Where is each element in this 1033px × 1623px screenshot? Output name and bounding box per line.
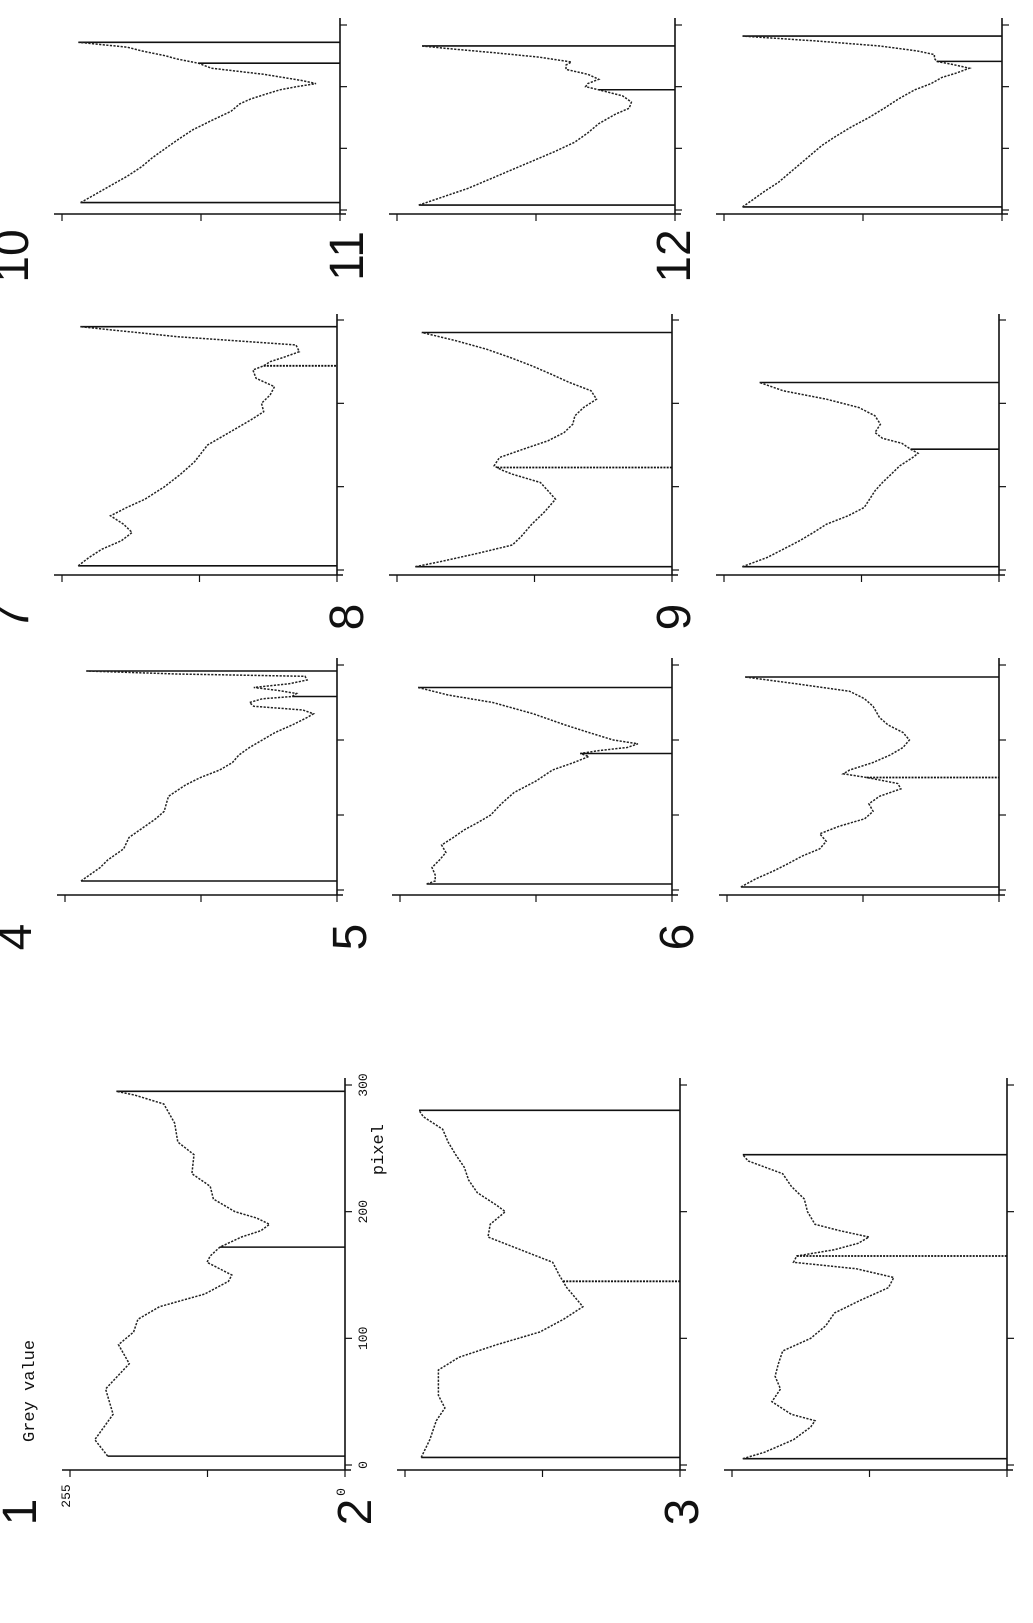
grey-value-profile-line xyxy=(418,45,633,206)
profile-panel-11: 11 xyxy=(321,18,682,281)
profile-panel-12: 12 xyxy=(648,18,1009,283)
pixel-tick-label: 0 xyxy=(356,1461,371,1469)
grey-value-tick-label: 0 xyxy=(334,1488,349,1496)
pixel-axis-label: pixel xyxy=(370,1124,389,1175)
panel-number-label: 11 xyxy=(321,231,374,281)
grey-value-profile-line xyxy=(80,670,316,882)
panel-number-label: 7 xyxy=(0,604,39,631)
grey-value-profile-line xyxy=(742,381,920,568)
panel-number-label: 10 xyxy=(0,229,39,282)
panel-number-label: 12 xyxy=(648,229,701,282)
profile-panel-10: 10 xyxy=(0,18,347,283)
pixel-tick-label: 200 xyxy=(356,1200,371,1223)
grey-value-profile-line xyxy=(77,325,301,567)
pixel-tick-label: 300 xyxy=(356,1073,371,1096)
profile-panel-3: 3 xyxy=(656,1078,1014,1525)
profile-panel-4: 4 xyxy=(0,658,344,950)
panel-number-label: 3 xyxy=(656,1499,709,1526)
grey-value-tick-label: 255 xyxy=(59,1484,74,1507)
profile-panel-9: 9 xyxy=(648,314,1006,630)
grey-value-profile-line xyxy=(93,1090,271,1457)
panel-number-label: 1 xyxy=(0,1499,47,1526)
profile-panel-8: 8 xyxy=(321,314,679,630)
profile-panel-5: 5 xyxy=(324,658,679,950)
panel-number-label: 4 xyxy=(0,924,42,951)
panel-number-label: 2 xyxy=(329,1499,382,1526)
grey-value-profile-line xyxy=(78,41,317,204)
panel-number-label: 9 xyxy=(648,604,701,631)
profile-panel-2: 2 xyxy=(329,1078,687,1525)
grey-value-profile-line xyxy=(418,1109,585,1458)
panel-number-label: 8 xyxy=(321,604,374,631)
grey-value-axis-label: Grey value xyxy=(21,1340,40,1442)
panel-number-label: 5 xyxy=(324,924,377,951)
grey-value-profile-line xyxy=(742,1154,895,1460)
grey-value-profile-line xyxy=(417,686,639,885)
profile-panel-6: 6 xyxy=(651,658,1006,950)
profile-panel-7: 7 xyxy=(0,314,344,630)
grey-value-profile-line xyxy=(742,35,972,208)
pixel-tick-label: 100 xyxy=(356,1327,371,1350)
grey-value-profile-line xyxy=(740,676,911,888)
profile-panel-1: 1 0 100 200 300 pixel 0 255 Grey value xyxy=(0,1073,389,1525)
grey-value-profile-line xyxy=(415,331,598,568)
panel-number-label: 6 xyxy=(651,924,704,951)
